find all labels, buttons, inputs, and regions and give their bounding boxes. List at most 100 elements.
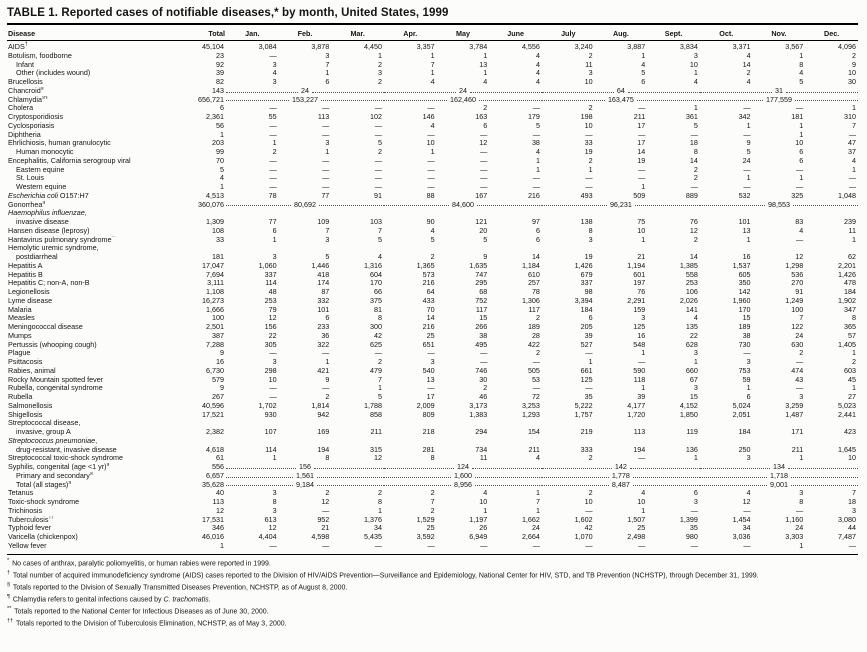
disease-name: Tuberculosis†† xyxy=(8,515,55,524)
month-value: 15 xyxy=(689,393,698,401)
month-value: — xyxy=(638,130,646,139)
month-value: 2 xyxy=(430,253,435,261)
month-value: 174 xyxy=(317,279,330,288)
month-value: 8 xyxy=(852,314,856,323)
month-value: 1 xyxy=(272,139,277,148)
month-value: — xyxy=(374,165,382,174)
month-value: 233 xyxy=(317,323,330,331)
month-value: 5 xyxy=(377,393,382,401)
disease-name: Brucellosis xyxy=(8,78,43,86)
month-value: 1,376 xyxy=(363,515,382,524)
month-value: — xyxy=(374,104,382,113)
quarter-value: 142 xyxy=(541,463,700,472)
total-value: 6,730 xyxy=(206,366,224,375)
total-value: 40 xyxy=(216,489,224,498)
month-value: 1,385 xyxy=(679,261,698,270)
quarter-value: 80,692 xyxy=(226,201,384,210)
quarter-number: 134 xyxy=(772,463,785,471)
month-value: 2 xyxy=(588,104,593,113)
footnote: § Totals reported to the Division of Sex… xyxy=(7,581,348,592)
month-value: 1 xyxy=(852,165,856,174)
month-value: 2,291 xyxy=(627,296,646,305)
table-row: Typhoid fever 346 12 21 34 25 26 24 42 25 35 34 24 44 xyxy=(7,524,858,533)
quarter-number: 8,956 xyxy=(453,480,472,489)
dot-leader xyxy=(699,205,765,207)
month-value: 423 xyxy=(844,428,856,436)
month-value: 1 xyxy=(325,148,330,156)
total-value: 4 xyxy=(220,174,224,183)
month-value: 47 xyxy=(848,139,856,148)
footnote-symbol: ¶ xyxy=(7,593,10,600)
month-value: 3 xyxy=(272,358,277,366)
month-value: 91 xyxy=(795,288,804,296)
quarter-value: 98,553 xyxy=(699,201,858,210)
disease-name: Infant xyxy=(16,60,34,69)
quarter-value: 162,460 xyxy=(383,96,542,105)
dot-leader xyxy=(627,91,700,93)
month-value: — xyxy=(322,104,330,113)
total-value: 113 xyxy=(212,498,224,506)
month-value: 3,080 xyxy=(838,515,856,524)
column-header: Apr. xyxy=(383,26,437,41)
month-value: 216 xyxy=(422,279,435,288)
month-value: 13 xyxy=(742,226,751,235)
month-value: 12 xyxy=(268,314,277,323)
month-value: 4,556 xyxy=(521,42,540,51)
dot-leader xyxy=(632,476,700,478)
month-value: 660 xyxy=(685,366,698,375)
month-value: 101 xyxy=(317,305,330,314)
month-value: 10 xyxy=(689,60,698,69)
month-value: 1 xyxy=(693,358,698,366)
month-value: — xyxy=(427,165,435,174)
month-value: 4 xyxy=(430,226,435,235)
month-value: 1 xyxy=(377,506,382,515)
month-value: 1 xyxy=(377,51,382,60)
month-value: 347 xyxy=(844,305,856,314)
month-value: 625 xyxy=(369,340,382,349)
month-value: 114 xyxy=(265,445,277,454)
month-value: 66 xyxy=(373,288,382,296)
month-value: — xyxy=(374,349,382,358)
month-value: 433 xyxy=(422,296,435,305)
month-value: 2,051 xyxy=(732,410,751,419)
month-value: 27 xyxy=(848,393,856,401)
month-value: 11 xyxy=(585,60,593,69)
disease-name: Haemophilus influenzae, xyxy=(8,209,87,218)
month-value: 333 xyxy=(580,445,593,454)
month-value: 6 xyxy=(799,148,804,156)
month-value: 35 xyxy=(689,524,698,533)
month-value: 2 xyxy=(377,489,382,498)
month-value: 67 xyxy=(689,375,698,384)
month-value: 730 xyxy=(738,340,751,349)
footnote-symbol: * xyxy=(7,557,10,564)
dot-leader xyxy=(541,100,605,102)
empty-cell xyxy=(179,437,858,446)
month-value: 573 xyxy=(422,270,435,279)
month-value: 590 xyxy=(633,366,646,375)
dot-leader xyxy=(476,205,542,207)
month-value: 1,602 xyxy=(574,515,593,524)
month-value: 25 xyxy=(637,524,646,533)
footnote-symbol: †† xyxy=(7,618,14,625)
month-value: 1,720 xyxy=(627,410,646,419)
table-row: Hansen disease (leprosy) 108 6 7 7 4 20 6 8 10 12 1… xyxy=(7,227,858,236)
dot-leader xyxy=(478,100,542,102)
quarter-value: 1,600 xyxy=(383,472,542,481)
month-value: 113 xyxy=(633,428,646,436)
disease-name: postdiarrheal xyxy=(16,253,58,261)
month-value: 218 xyxy=(422,428,435,436)
month-value: 1 xyxy=(535,156,540,165)
month-value: 3,371 xyxy=(732,42,751,51)
table-row: Trichinosis 12 3—1 2 1 1—1— — —3 xyxy=(7,507,858,516)
month-value: 216 xyxy=(527,191,540,200)
quarter-value: 124 xyxy=(383,463,542,472)
month-value: 38 xyxy=(742,331,751,340)
month-value: 4 xyxy=(746,78,751,86)
month-value: 532 xyxy=(738,191,751,200)
month-value: 3 xyxy=(746,454,751,463)
quarter-value: 96,231 xyxy=(541,201,700,210)
empty-cell xyxy=(179,419,858,428)
month-value: 2 xyxy=(693,174,698,183)
disease-name: Tetanus xyxy=(8,489,34,498)
month-value: — xyxy=(585,506,593,515)
